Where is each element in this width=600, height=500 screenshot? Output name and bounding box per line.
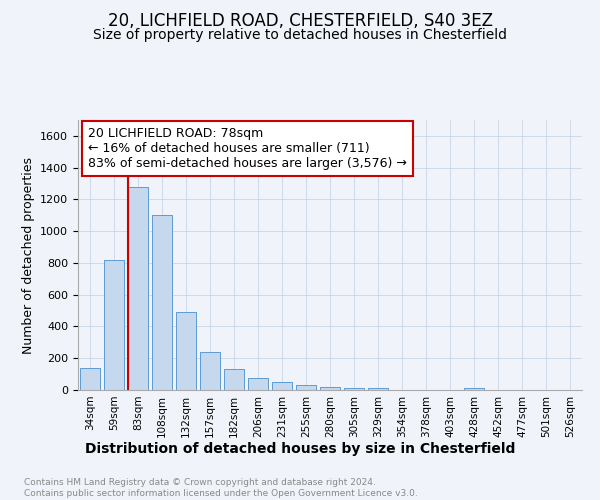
Bar: [152, 216, 172, 390]
Bar: [200, 352, 220, 390]
Text: 20, LICHFIELD ROAD, CHESTERFIELD, S40 3EZ: 20, LICHFIELD ROAD, CHESTERFIELD, S40 3E…: [107, 12, 493, 30]
Text: Distribution of detached houses by size in Chesterfield: Distribution of detached houses by size …: [85, 442, 515, 456]
Bar: [272, 382, 292, 390]
Text: 20 LICHFIELD ROAD: 78sqm
← 16% of detached houses are smaller (711)
83% of semi-: 20 LICHFIELD ROAD: 78sqm ← 16% of detach…: [88, 126, 407, 170]
Y-axis label: Number of detached properties: Number of detached properties: [22, 156, 35, 354]
Bar: [176, 312, 196, 390]
Bar: [464, 388, 484, 390]
Bar: [80, 368, 100, 390]
Bar: [344, 388, 364, 390]
Text: Contains HM Land Registry data © Crown copyright and database right 2024.
Contai: Contains HM Land Registry data © Crown c…: [24, 478, 418, 498]
Bar: [296, 385, 316, 390]
Bar: [104, 260, 124, 390]
Bar: [224, 370, 244, 390]
Bar: [128, 186, 148, 390]
Bar: [368, 388, 388, 390]
Text: Size of property relative to detached houses in Chesterfield: Size of property relative to detached ho…: [93, 28, 507, 42]
Bar: [248, 378, 268, 390]
Bar: [320, 387, 340, 390]
